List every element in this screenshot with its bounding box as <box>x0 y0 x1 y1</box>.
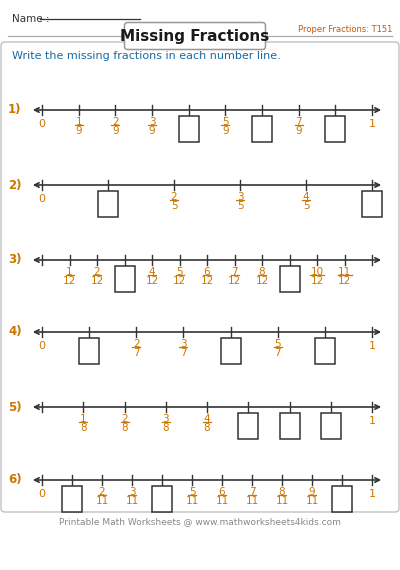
Text: 12: 12 <box>228 276 241 286</box>
Text: 12: 12 <box>145 276 159 286</box>
FancyBboxPatch shape <box>1 42 399 512</box>
Text: 12: 12 <box>63 276 76 286</box>
Bar <box>238 413 258 439</box>
Text: 1: 1 <box>368 489 376 499</box>
Text: 8: 8 <box>204 423 210 433</box>
Text: 5: 5 <box>189 487 195 497</box>
Bar <box>315 338 335 364</box>
Text: 9: 9 <box>75 126 82 136</box>
Text: 5: 5 <box>222 117 229 127</box>
Text: 9: 9 <box>149 126 155 136</box>
Text: Proper Fractions: T151: Proper Fractions: T151 <box>298 25 392 34</box>
Text: 5: 5 <box>303 201 309 211</box>
Text: 2: 2 <box>133 339 140 349</box>
Text: 0: 0 <box>38 119 46 129</box>
Bar <box>321 413 341 439</box>
Text: 1: 1 <box>66 267 73 277</box>
Text: 8: 8 <box>121 423 128 433</box>
Text: 7: 7 <box>249 487 255 497</box>
Text: 11: 11 <box>185 496 199 506</box>
Text: 7: 7 <box>274 348 281 358</box>
Text: 1: 1 <box>368 119 376 129</box>
Text: 7: 7 <box>133 348 140 358</box>
Text: 4: 4 <box>303 192 309 202</box>
Bar <box>79 338 99 364</box>
Bar <box>280 266 300 292</box>
Text: Printable Math Worksheets @ www.mathworksheets4kids.com: Printable Math Worksheets @ www.mathwork… <box>59 517 341 526</box>
Bar <box>362 191 382 217</box>
Text: 3): 3) <box>8 254 22 267</box>
Text: 6: 6 <box>219 487 225 497</box>
Text: 12: 12 <box>90 276 104 286</box>
Text: 5): 5) <box>8 401 22 413</box>
Bar <box>62 486 82 512</box>
Text: 8: 8 <box>80 423 86 433</box>
Text: 4: 4 <box>204 414 210 424</box>
Text: 7: 7 <box>295 117 302 127</box>
Text: 2: 2 <box>94 267 100 277</box>
Text: 12: 12 <box>200 276 214 286</box>
Text: 11: 11 <box>125 496 139 506</box>
Text: 6): 6) <box>8 474 22 487</box>
Text: 9: 9 <box>309 487 315 497</box>
Text: 8: 8 <box>162 423 169 433</box>
Text: Write the missing fractions in each number line.: Write the missing fractions in each numb… <box>12 51 281 61</box>
Bar <box>332 486 352 512</box>
Text: 11: 11 <box>305 496 319 506</box>
Text: 4: 4 <box>149 267 155 277</box>
Text: 8: 8 <box>259 267 265 277</box>
Text: 7: 7 <box>180 348 187 358</box>
Text: 0: 0 <box>38 489 46 499</box>
Text: 8: 8 <box>279 487 285 497</box>
Text: 12: 12 <box>255 276 269 286</box>
Text: 5: 5 <box>176 267 183 277</box>
Text: 2: 2 <box>171 192 177 202</box>
Text: 2: 2 <box>121 414 128 424</box>
Text: Missing Fractions: Missing Fractions <box>120 28 270 43</box>
Text: 12: 12 <box>338 276 351 286</box>
Text: 1: 1 <box>75 117 82 127</box>
Text: 12: 12 <box>310 276 324 286</box>
Bar <box>179 116 199 142</box>
Text: 12: 12 <box>173 276 186 286</box>
Text: 11: 11 <box>215 496 229 506</box>
Text: Name :: Name : <box>12 14 50 24</box>
Text: 3: 3 <box>237 192 243 202</box>
Text: 2: 2 <box>99 487 105 497</box>
Bar <box>280 413 300 439</box>
Text: 11: 11 <box>95 496 109 506</box>
Text: 7: 7 <box>231 267 238 277</box>
Text: 9: 9 <box>295 126 302 136</box>
Text: 1: 1 <box>368 416 376 426</box>
Text: 1: 1 <box>80 414 86 424</box>
Text: 5: 5 <box>171 201 177 211</box>
Text: 3: 3 <box>180 339 187 349</box>
Text: 2: 2 <box>112 117 119 127</box>
Text: 11: 11 <box>338 267 351 277</box>
Text: 9: 9 <box>222 126 229 136</box>
Text: 10: 10 <box>310 267 324 277</box>
Bar <box>252 116 272 142</box>
FancyBboxPatch shape <box>124 22 266 50</box>
Text: 4): 4) <box>8 325 22 339</box>
Text: 0: 0 <box>38 194 46 204</box>
Text: 11: 11 <box>245 496 259 506</box>
Text: 2): 2) <box>8 178 22 192</box>
Text: 5: 5 <box>237 201 243 211</box>
Text: 6: 6 <box>204 267 210 277</box>
Bar <box>220 338 240 364</box>
Text: 0: 0 <box>38 341 46 351</box>
Text: 5: 5 <box>274 339 281 349</box>
Text: 3: 3 <box>149 117 155 127</box>
Text: 1): 1) <box>8 104 22 116</box>
Text: 3: 3 <box>162 414 169 424</box>
Bar <box>325 116 345 142</box>
Bar <box>98 191 118 217</box>
Text: 11: 11 <box>275 496 289 506</box>
Bar <box>152 486 172 512</box>
Text: 1: 1 <box>368 341 376 351</box>
Text: 9: 9 <box>112 126 119 136</box>
Bar <box>114 266 134 292</box>
Text: 3: 3 <box>129 487 135 497</box>
